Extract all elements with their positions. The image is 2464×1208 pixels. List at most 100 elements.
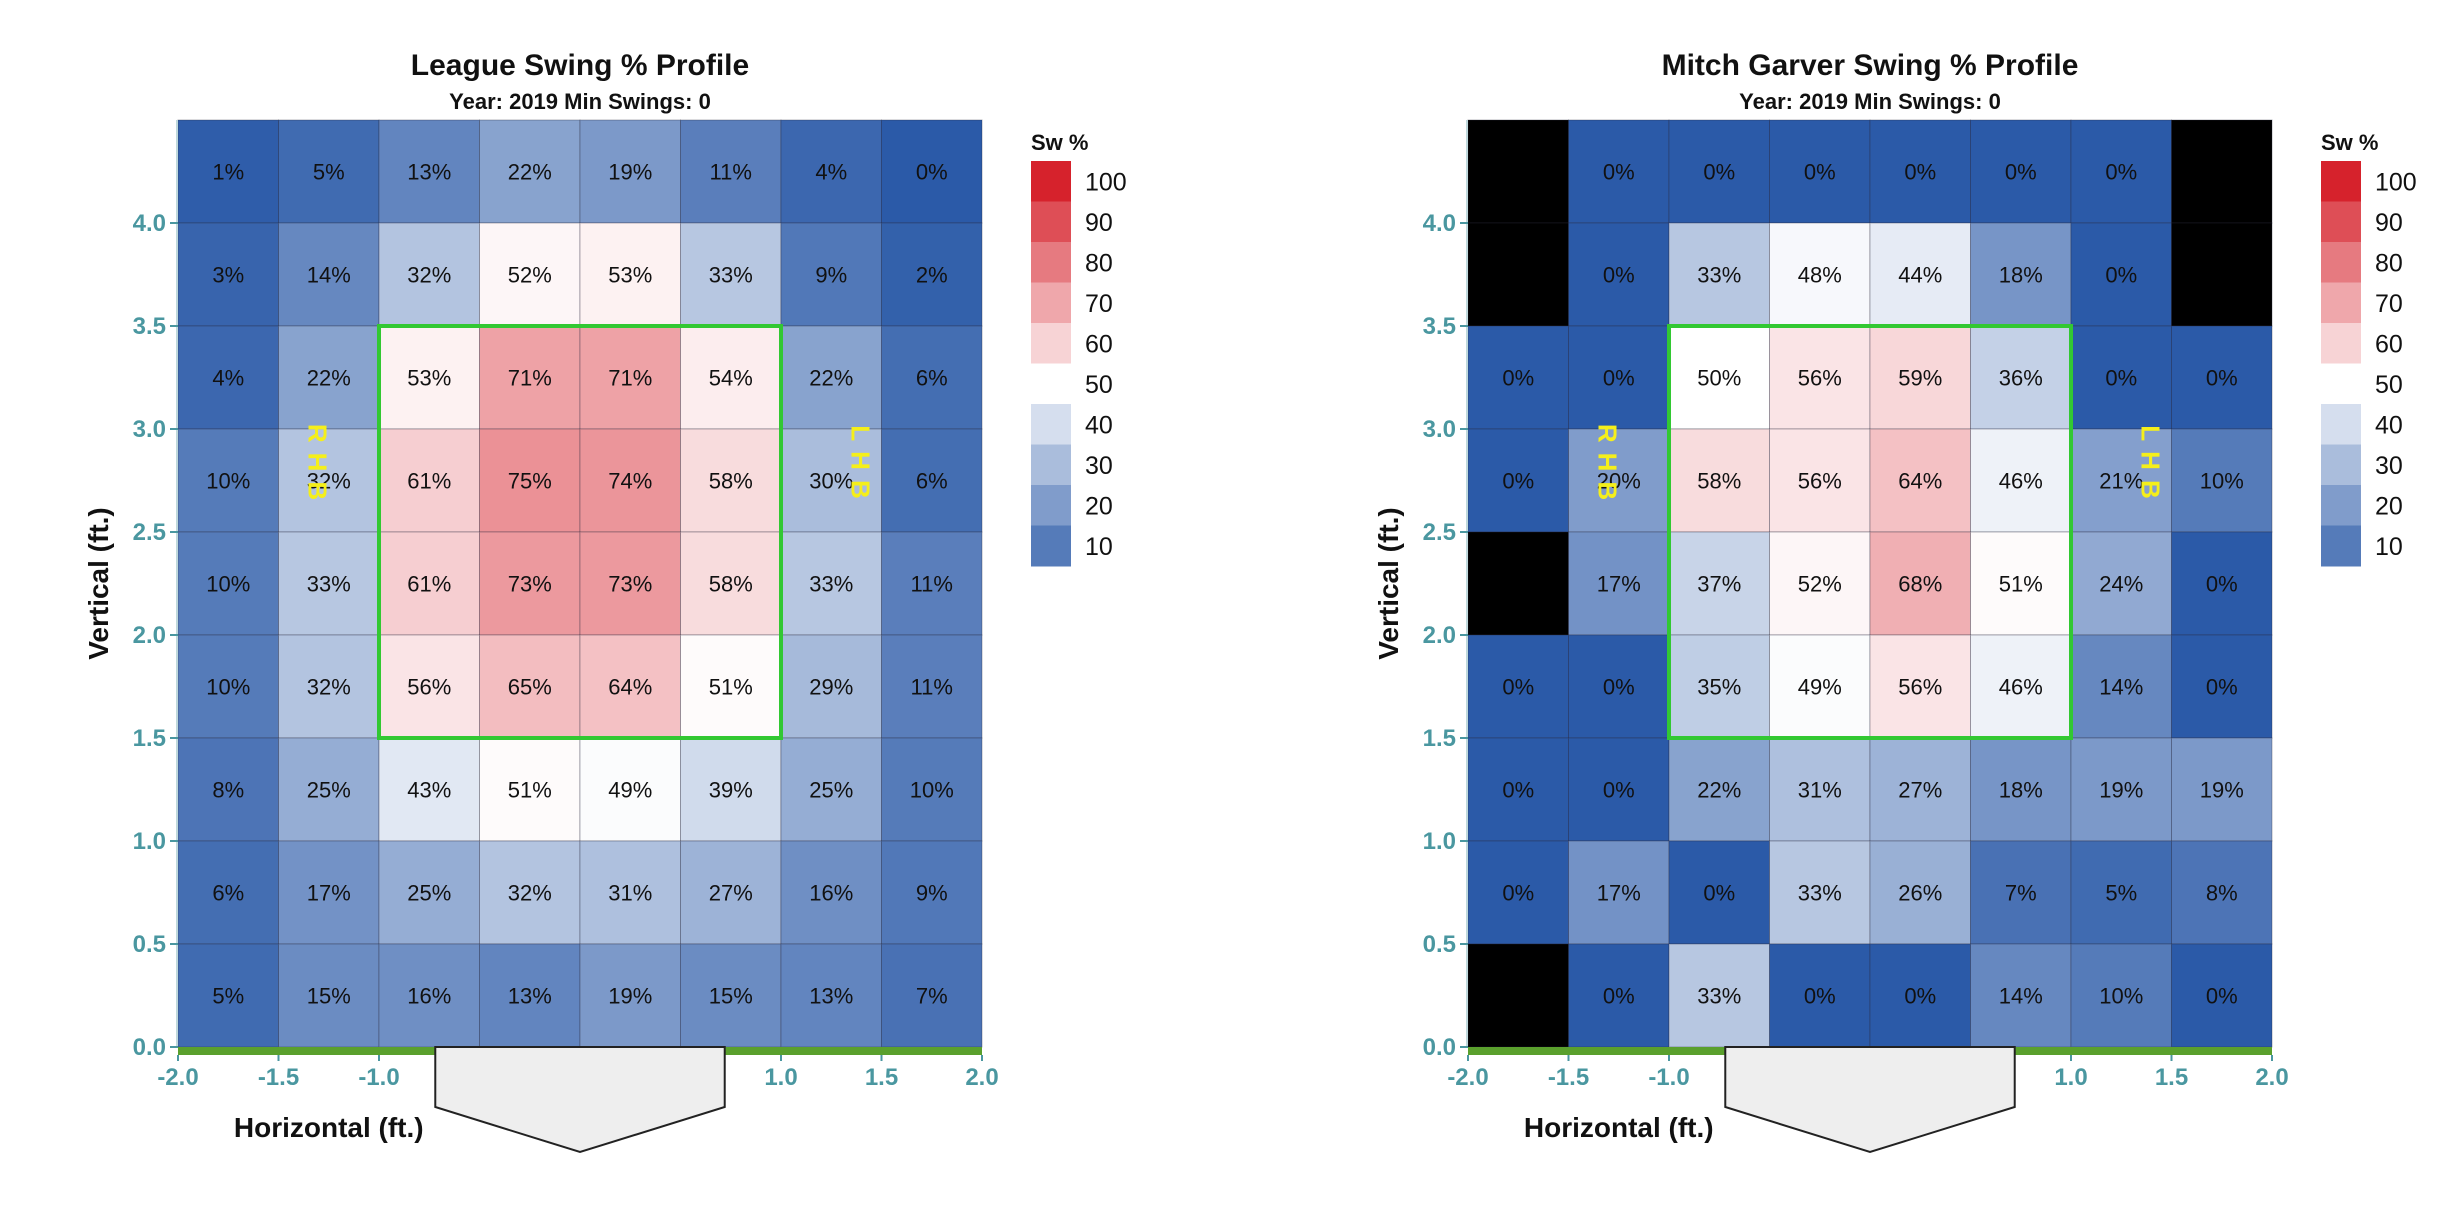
y-tick-label: 4.0 — [1423, 210, 1456, 237]
legend-label: 40 — [2375, 411, 2403, 439]
heatmap-cell — [1869, 737, 1971, 842]
cell-label: 13% — [809, 984, 853, 1009]
cell-label: 74% — [608, 469, 652, 494]
heatmap-cell — [780, 428, 882, 533]
heatmap-cell — [479, 325, 581, 430]
legend-label: 10 — [2375, 533, 2403, 561]
legend-swatch — [1031, 242, 1071, 283]
cell-label: 33% — [1798, 881, 1842, 906]
x-tick-label: -2.0 — [157, 1064, 198, 1091]
cell-label: 4% — [212, 366, 244, 391]
cell-label: 35% — [1697, 675, 1741, 700]
cell-label: 0% — [1603, 778, 1635, 803]
heatmap-cell — [1668, 531, 1770, 636]
legend: Sw % 100 90 80 70 60 50 40 30 20 10 — [2321, 130, 2417, 567]
y-tick-label: 4.0 — [133, 210, 166, 237]
heatmap-cell — [1970, 737, 2072, 842]
legend-label: 80 — [1085, 249, 1113, 277]
heatmap-cell — [1467, 531, 1569, 636]
cell-label: 56% — [1898, 675, 1942, 700]
cell-label: 0% — [1502, 778, 1534, 803]
heatmap-cell — [1568, 119, 1670, 224]
cell-label: 46% — [1999, 675, 2043, 700]
heatmap-cell — [1869, 222, 1971, 327]
cell-label: 0% — [2105, 366, 2137, 391]
cell-label: 22% — [1697, 778, 1741, 803]
legend-swatch — [1031, 404, 1071, 445]
heatmap-cell — [378, 634, 480, 739]
heatmap-cell — [680, 428, 782, 533]
heatmap-cell — [479, 840, 581, 945]
heatmap-cell — [177, 840, 279, 945]
legend-swatch — [2321, 363, 2361, 405]
legend-label: 90 — [2375, 209, 2403, 237]
legend-swatch — [2321, 282, 2361, 324]
heatmap-cell — [2171, 634, 2273, 739]
cell-label: 6% — [916, 366, 948, 391]
heatmap-cell — [378, 325, 480, 430]
cell-label: 6% — [916, 469, 948, 494]
y-tick-label: 2.0 — [1423, 622, 1456, 649]
heatmap-cell — [1970, 325, 2072, 430]
cell-label: 0% — [1603, 160, 1635, 185]
heatmap-cell — [1769, 634, 1871, 739]
cell-label: 0% — [2206, 675, 2238, 700]
legend-swatch — [1031, 363, 1071, 405]
cell-label: 39% — [709, 778, 753, 803]
legend-swatch — [1031, 485, 1071, 526]
legend-label: 90 — [1085, 209, 1113, 237]
heatmap-cell — [378, 737, 480, 842]
legend-title: Sw % — [1031, 130, 1088, 155]
cell-label: 2% — [916, 263, 948, 288]
cell-label: 18% — [1999, 263, 2043, 288]
heatmap-cell — [2171, 325, 2273, 430]
legend-label: 80 — [2375, 249, 2403, 277]
heatmap-cell — [278, 222, 380, 327]
cell-label: 7% — [2005, 881, 2037, 906]
cell-label: 33% — [709, 263, 753, 288]
cell-label: 10% — [2099, 984, 2143, 1009]
lhb-label: LHB — [2135, 425, 2165, 508]
cell-label: 56% — [1798, 366, 1842, 391]
cell-label: 56% — [407, 675, 451, 700]
cell-label: 5% — [2105, 881, 2137, 906]
legend-swatch — [2321, 323, 2361, 364]
heatmap-cell — [780, 634, 882, 739]
cell-label: 20% — [1597, 469, 1641, 494]
heatmap-cell — [177, 119, 279, 224]
heatmap-cell — [1769, 737, 1871, 842]
cell-label: 3% — [212, 263, 244, 288]
legend-swatch — [1031, 282, 1071, 324]
heatmap-cell — [680, 737, 782, 842]
y-tick-label: 0.5 — [1423, 931, 1456, 958]
heatmap-cell — [1668, 737, 1770, 842]
heatmap-cell — [579, 531, 681, 636]
heatmap-cell — [579, 119, 681, 224]
legend-swatch — [1031, 161, 1071, 202]
y-tick-label: 1.0 — [133, 828, 166, 855]
cell-label: 0% — [916, 160, 948, 185]
cell-label: 31% — [1798, 778, 1842, 803]
heatmap-cell — [1970, 222, 2072, 327]
heatmap-cell — [680, 531, 782, 636]
legend-label: 60 — [1085, 330, 1113, 358]
heatmap-cell — [780, 222, 882, 327]
cell-label: 53% — [407, 366, 451, 391]
cell-label: 0% — [1502, 881, 1534, 906]
cell-label: 71% — [508, 366, 552, 391]
x-tick-label: -1.5 — [1548, 1064, 1589, 1091]
heatmap-cell — [1869, 943, 1971, 1048]
heatmap-cell — [278, 531, 380, 636]
heatmap-cell — [680, 943, 782, 1048]
cell-label: 65% — [508, 675, 552, 700]
heatmap-cell — [1869, 428, 1971, 533]
cell-label: 0% — [1502, 469, 1534, 494]
heatmap-cell — [881, 840, 983, 945]
legend-swatch — [1031, 525, 1071, 567]
cell-label: 30% — [809, 469, 853, 494]
cell-label: 7% — [916, 984, 948, 1009]
cell-label: 22% — [809, 366, 853, 391]
cell-label: 58% — [1697, 469, 1741, 494]
heatmap-cell — [1668, 634, 1770, 739]
chart-title: Mitch Garver Swing % Profile — [1662, 49, 2079, 82]
